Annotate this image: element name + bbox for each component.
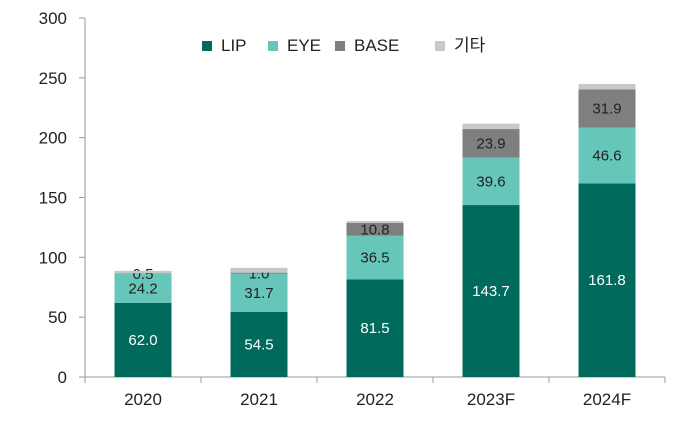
data-label-lip: 62.0 (128, 332, 157, 349)
bar-segment-기타 (462, 123, 520, 130)
bar-segment-eye (462, 157, 520, 206)
bar-segment-기타 (114, 270, 172, 274)
x-tick-label: 2024F (583, 390, 631, 409)
y-tick-label: 300 (39, 9, 67, 28)
axes: 0 50 100 150 200 250 300 2020 2021 2022 2023F 2024F (39, 9, 666, 409)
bar-segment-기타 (346, 221, 404, 223)
bar-segment-기타 (230, 267, 288, 273)
y-tick-label: 0 (58, 368, 67, 387)
bar-segment-eye (114, 273, 172, 303)
x-tick-label: 2022 (356, 390, 394, 409)
y-tick-label: 50 (48, 308, 67, 327)
legend-label-3: BASE (354, 36, 399, 55)
bar-segment-lip (114, 302, 172, 377)
legend-swatch-3 (335, 41, 345, 51)
bar-segment-lip (230, 311, 288, 377)
x-tick-label: 2020 (124, 390, 162, 409)
legend-label-4: 기타 (454, 36, 486, 55)
legend-swatch-2 (268, 41, 278, 51)
legend-swatch-4 (435, 41, 445, 51)
data-label-eye: 39.6 (476, 173, 505, 190)
bar-segment-lip (578, 183, 636, 377)
bar-segment-base (230, 272, 288, 274)
bar-segment-eye (578, 127, 636, 184)
data-label-eye: 46.6 (592, 147, 621, 164)
x-tick-label: 2021 (240, 390, 278, 409)
bars: 62.024.20.554.531.71.081.536.510.8143.73… (114, 84, 636, 377)
y-tick-label: 250 (39, 69, 67, 88)
data-label-base: 31.9 (592, 101, 621, 118)
data-label-eye: 24.2 (128, 280, 157, 297)
bar-segment-eye (230, 273, 288, 312)
y-tick-label: 200 (39, 129, 67, 148)
bar-segment-base (346, 222, 404, 236)
data-label-lip: 143.7 (472, 283, 510, 300)
legend-swatch-1 (202, 41, 212, 51)
bar-segment-base (578, 89, 636, 128)
data-label-lip: 81.5 (360, 320, 389, 337)
y-tick-label: 100 (39, 248, 67, 267)
x-tick-label: 2023F (467, 390, 515, 409)
data-label-base: 23.9 (476, 135, 505, 152)
legend: LIP EYE BASE 기타 (202, 36, 486, 55)
bar-segment-lip (346, 279, 404, 377)
data-label-lip: 54.5 (244, 336, 273, 353)
data-label-lip: 161.8 (588, 272, 626, 289)
data-label-base: 10.8 (360, 221, 389, 238)
bar-segment-base (462, 129, 520, 158)
data-label-base: 0.5 (133, 266, 154, 283)
bar-segment-기타 (578, 84, 636, 90)
bar-segment-base (114, 273, 172, 274)
bar-segment-lip (462, 205, 520, 377)
data-label-eye: 36.5 (360, 250, 389, 267)
bar-segment-eye (346, 235, 404, 280)
data-label-eye: 31.7 (244, 285, 273, 302)
y-tick-label: 150 (39, 189, 67, 208)
legend-label-2: EYE (287, 36, 321, 55)
legend-label-1: LIP (221, 36, 247, 55)
